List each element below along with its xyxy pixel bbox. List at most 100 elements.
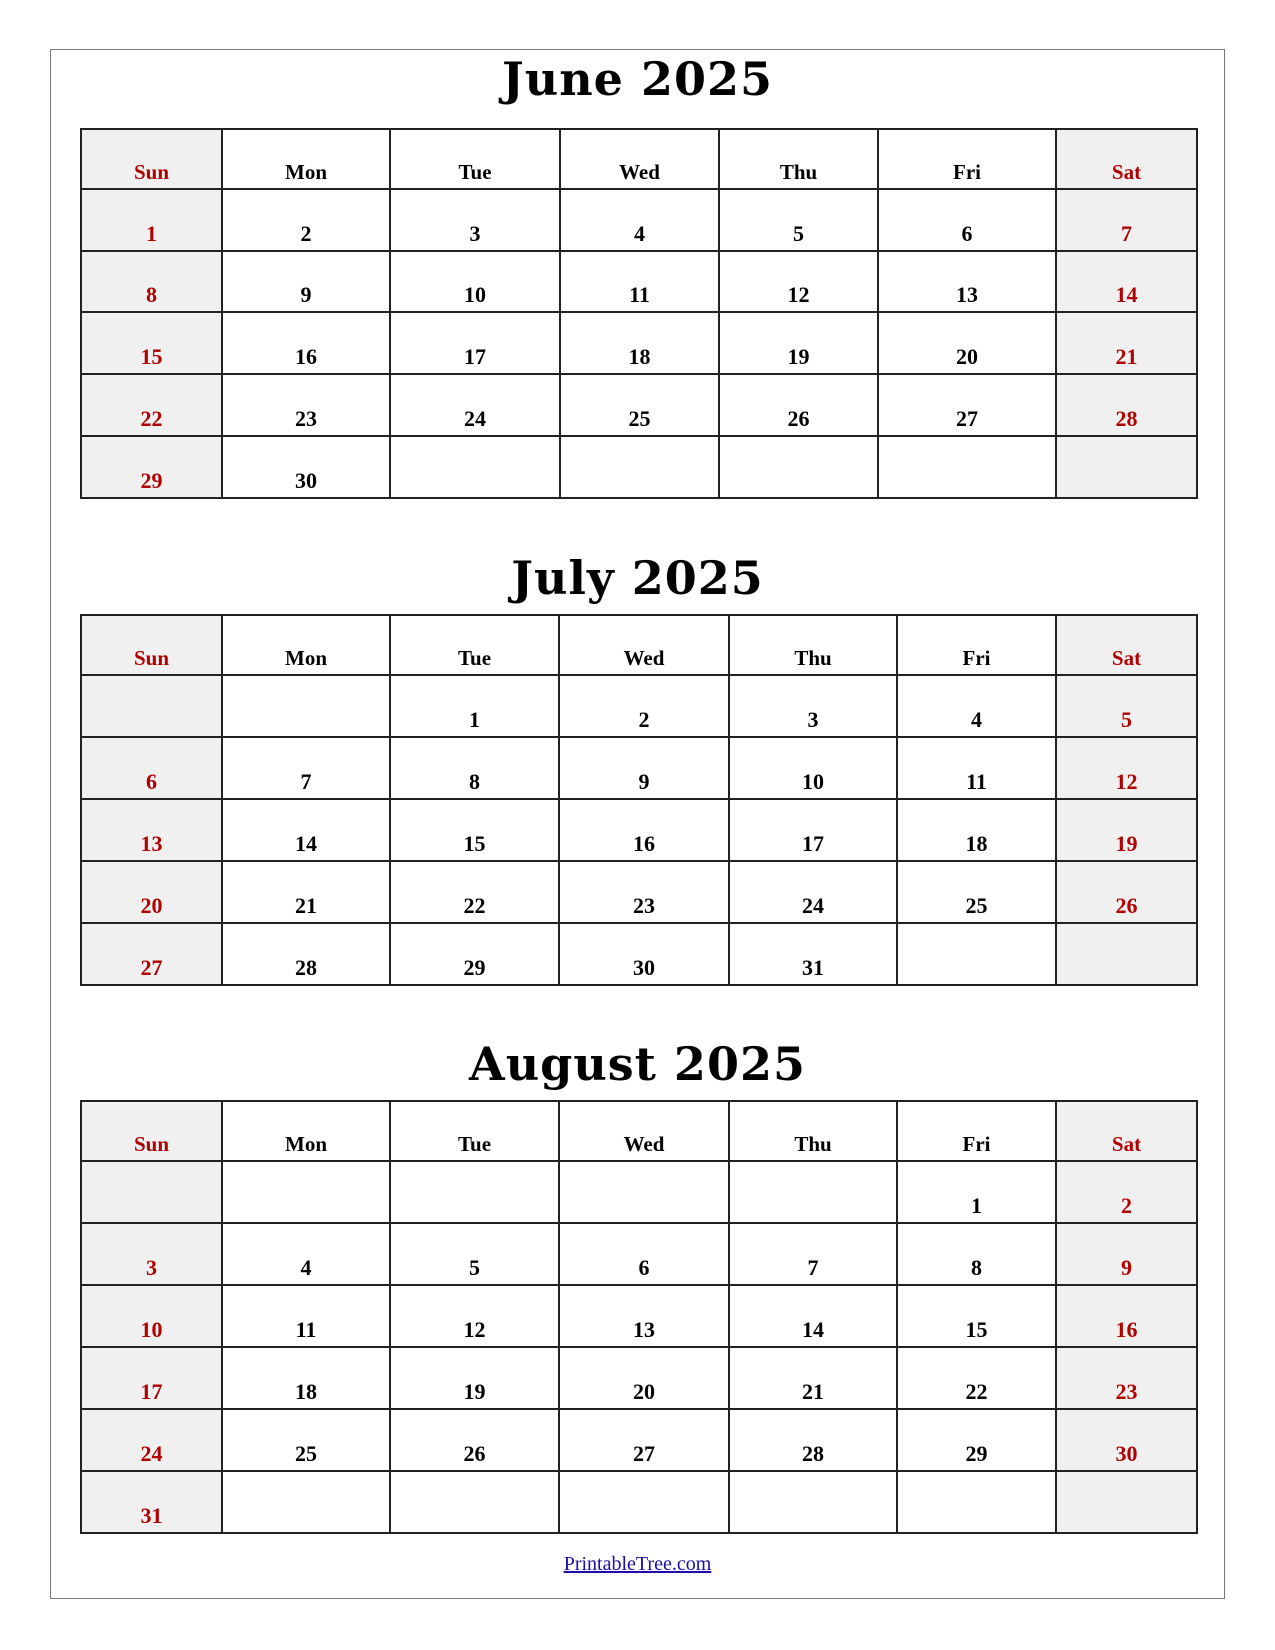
day-cell-august-25: 25 <box>221 1408 391 1472</box>
day-cell-july-30: 30 <box>558 922 730 986</box>
day-cell-july-22: 22 <box>389 860 560 924</box>
weekday-header-fri: Fri <box>877 128 1057 190</box>
footer: PrintableTree.com <box>0 1553 1275 1576</box>
day-cell-august-26: 26 <box>389 1408 560 1472</box>
weekday-header-wed: Wed <box>559 128 720 190</box>
page-border <box>50 49 1225 1599</box>
day-cell-july-15: 15 <box>389 798 560 862</box>
day-cell-june-19: 19 <box>718 311 879 376</box>
day-cell-july-28: 28 <box>221 922 391 986</box>
day-cell-june-9: 9 <box>221 249 391 314</box>
day-cell-june-7: 7 <box>1055 187 1198 252</box>
day-cell-august-7: 7 <box>728 1222 898 1286</box>
day-cell-july-31: 31 <box>728 922 898 986</box>
weekday-header-sun: Sun <box>80 614 223 676</box>
weekday-header-row: Sun Mon Tue Wed Thu Fri Sat <box>80 1100 1198 1162</box>
week-row: 22 23 24 25 26 27 28 <box>80 373 1198 438</box>
day-cell-june-28: 28 <box>1055 373 1198 438</box>
day-cell-july-17: 17 <box>728 798 898 862</box>
day-cell-july-14: 14 <box>221 798 391 862</box>
day-cell-august-18: 18 <box>221 1346 391 1410</box>
day-cell-august-23: 23 <box>1055 1346 1198 1410</box>
day-cell-june-18: 18 <box>559 311 720 376</box>
week-row: 31 <box>80 1470 1198 1534</box>
day-cell-july-10: 10 <box>728 736 898 800</box>
day-cell-july-26: 26 <box>1055 860 1198 924</box>
weekday-header-mon: Mon <box>221 128 391 190</box>
printabletree-link[interactable]: PrintableTree.com <box>563 1553 712 1575</box>
week-row: 10 11 12 13 14 15 16 <box>80 1284 1198 1348</box>
weekday-header-wed: Wed <box>558 1100 730 1162</box>
day-cell-august-10: 10 <box>80 1284 223 1348</box>
day-cell-august-28: 28 <box>728 1408 898 1472</box>
empty-day-cell <box>728 1470 898 1534</box>
day-cell-july-21: 21 <box>221 860 391 924</box>
weekday-header-tue: Tue <box>389 128 561 190</box>
day-cell-august-4: 4 <box>221 1222 391 1286</box>
day-cell-june-2: 2 <box>221 187 391 252</box>
empty-day-cell <box>1055 435 1198 499</box>
day-cell-august-30: 30 <box>1055 1408 1198 1472</box>
day-cell-june-8: 8 <box>80 249 223 314</box>
weekday-header-sat: Sat <box>1055 128 1198 190</box>
day-cell-august-5: 5 <box>389 1222 560 1286</box>
day-cell-july-7: 7 <box>221 736 391 800</box>
day-cell-june-17: 17 <box>389 311 561 376</box>
day-cell-august-17: 17 <box>80 1346 223 1410</box>
day-cell-july-6: 6 <box>80 736 223 800</box>
day-cell-august-21: 21 <box>728 1346 898 1410</box>
day-cell-august-3: 3 <box>80 1222 223 1286</box>
empty-day-cell <box>896 922 1057 986</box>
month-title-august: August 2025 <box>469 1037 806 1091</box>
day-cell-august-13: 13 <box>558 1284 730 1348</box>
day-cell-july-23: 23 <box>558 860 730 924</box>
day-cell-august-29: 29 <box>896 1408 1057 1472</box>
weekday-header-sun: Sun <box>80 128 223 190</box>
day-cell-june-20: 20 <box>877 311 1057 376</box>
weekday-header-thu: Thu <box>718 128 879 190</box>
day-cell-june-21: 21 <box>1055 311 1198 376</box>
day-cell-august-14: 14 <box>728 1284 898 1348</box>
calendar-june: Sun Mon Tue Wed Thu Fri Sat 1 2 3 4 5 6 7 8 9 10 11 12 13 14… <box>80 128 1198 499</box>
weekday-header-sat: Sat <box>1055 1100 1198 1162</box>
month-title-june: June 2025 <box>502 52 773 106</box>
weekday-header-wed: Wed <box>558 614 730 676</box>
weekday-header-thu: Thu <box>728 1100 898 1162</box>
day-cell-june-26: 26 <box>718 373 879 438</box>
day-cell-august-20: 20 <box>558 1346 730 1410</box>
day-cell-june-15: 15 <box>80 311 223 376</box>
day-cell-june-13: 13 <box>877 249 1057 314</box>
day-cell-june-1: 1 <box>80 187 223 252</box>
day-cell-july-3: 3 <box>728 674 898 738</box>
weekday-header-sun: Sun <box>80 1100 223 1162</box>
day-cell-june-10: 10 <box>389 249 561 314</box>
empty-day-cell <box>221 674 391 738</box>
day-cell-june-25: 25 <box>559 373 720 438</box>
empty-day-cell <box>559 435 720 499</box>
week-row: 6 7 8 9 10 11 12 <box>80 736 1198 800</box>
week-row: 29 30 <box>80 435 1198 499</box>
week-row: 8 9 10 11 12 13 14 <box>80 249 1198 314</box>
week-row: 13 14 15 16 17 18 19 <box>80 798 1198 862</box>
calendar-july: Sun Mon Tue Wed Thu Fri Sat 1 2 3 4 5 6 7 8 9 10 11 12 13 14… <box>80 614 1198 986</box>
weekday-header-sat: Sat <box>1055 614 1198 676</box>
day-cell-june-22: 22 <box>80 373 223 438</box>
week-row: 15 16 17 18 19 20 21 <box>80 311 1198 376</box>
weekday-header-mon: Mon <box>221 1100 391 1162</box>
day-cell-august-8: 8 <box>896 1222 1057 1286</box>
day-cell-august-1: 1 <box>896 1160 1057 1224</box>
month-title-july: July 2025 <box>511 551 764 605</box>
empty-day-cell <box>1055 922 1198 986</box>
day-cell-july-16: 16 <box>558 798 730 862</box>
weekday-header-fri: Fri <box>896 614 1057 676</box>
weekday-header-row: Sun Mon Tue Wed Thu Fri Sat <box>80 614 1198 676</box>
day-cell-july-27: 27 <box>80 922 223 986</box>
weekday-header-tue: Tue <box>389 614 560 676</box>
day-cell-august-12: 12 <box>389 1284 560 1348</box>
day-cell-august-22: 22 <box>896 1346 1057 1410</box>
day-cell-july-20: 20 <box>80 860 223 924</box>
day-cell-august-24: 24 <box>80 1408 223 1472</box>
day-cell-june-5: 5 <box>718 187 879 252</box>
week-row: 20 21 22 23 24 25 26 <box>80 860 1198 924</box>
